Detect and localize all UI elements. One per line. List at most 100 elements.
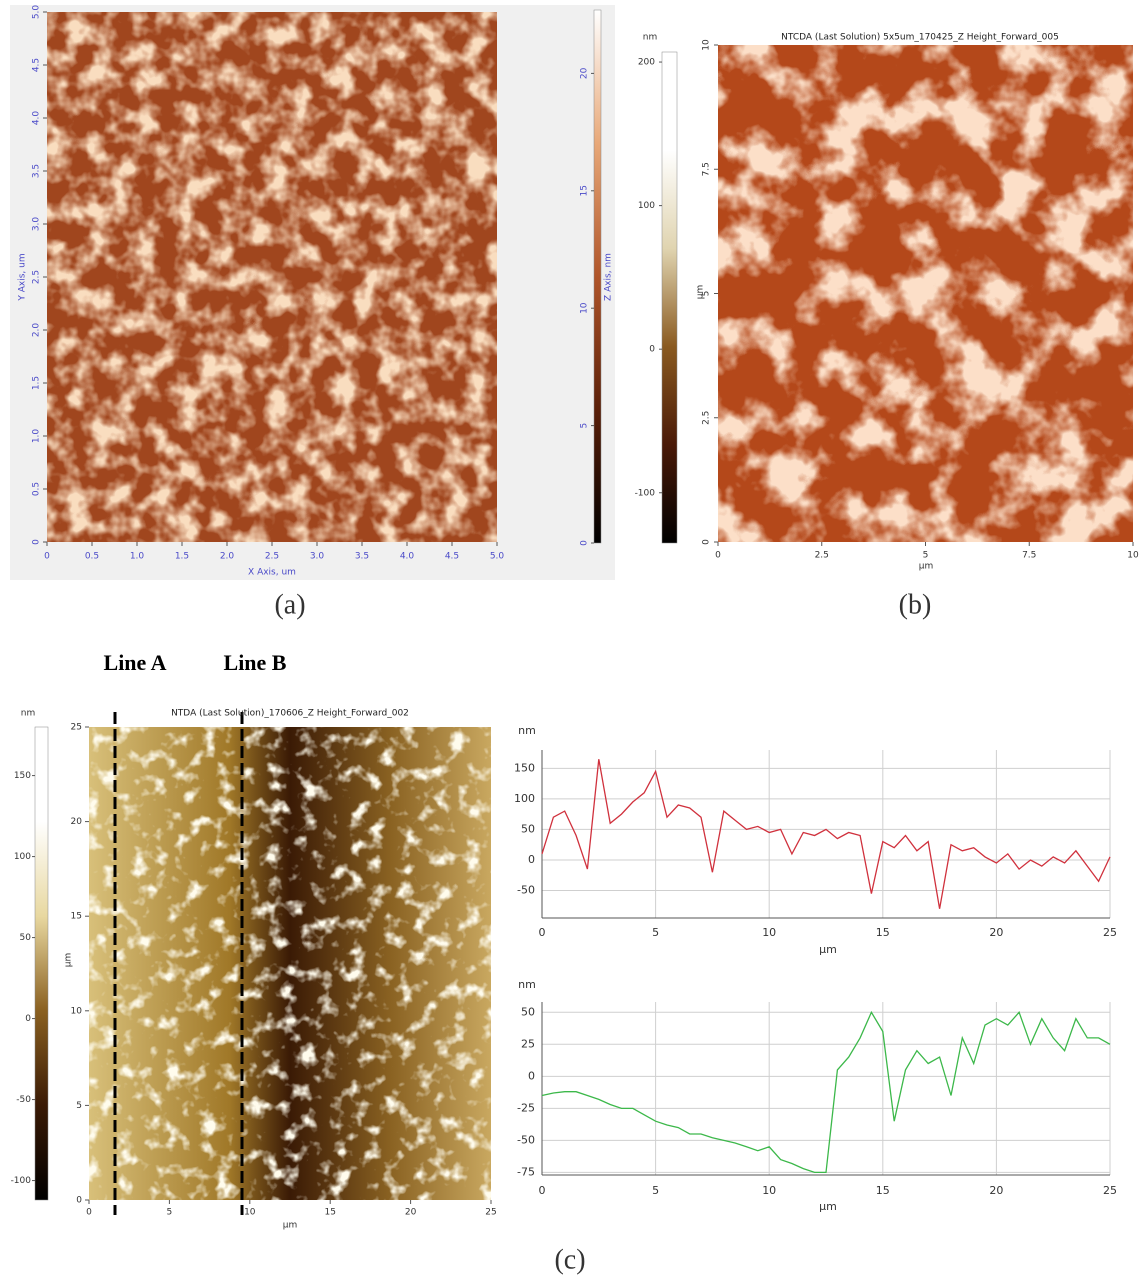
x-tick-label: 0 [715, 551, 721, 561]
x-tick-label: 5 [923, 551, 929, 561]
y-tick-label: -50 [517, 884, 535, 897]
y-tick-label: 3.0 [32, 217, 42, 232]
y-axis-label: µm [696, 285, 706, 300]
y-tick-label: 1.5 [32, 376, 42, 390]
colorbar-tick-label: -50 [16, 1095, 31, 1105]
y-tick-label: 0 [32, 539, 42, 545]
y-axis-label: Y Axis, um [18, 253, 28, 301]
x-tick-label: 25 [485, 1208, 496, 1218]
x-tick-label: 0 [539, 926, 546, 939]
y-tick-label: 5.0 [32, 5, 42, 20]
x-axis-label: µm [919, 562, 934, 572]
x-axis-label: µm [283, 1221, 298, 1231]
y-tick-label: 0.5 [32, 482, 42, 496]
x-tick-label: 4.5 [445, 552, 459, 562]
x-axis-label: X Axis, um [248, 568, 296, 578]
colorbar-tick-label: 200 [638, 58, 655, 68]
panel-label: (b) [899, 589, 932, 620]
afm-texture-c [89, 727, 491, 1200]
y-tick-label: 1.0 [32, 429, 42, 444]
y-tick-label: 0 [76, 1196, 82, 1206]
y-tick-label: 4.0 [32, 111, 42, 126]
x-tick-label: 15 [876, 926, 890, 939]
colorbar-tick-label: 0 [580, 540, 590, 546]
y-tick-label: 3.5 [32, 164, 42, 178]
y-tick-label: 50 [521, 1005, 535, 1018]
line-label: Line A [104, 650, 167, 675]
x-tick-label: 2.0 [220, 552, 235, 562]
y-tick-label: 25 [521, 1037, 535, 1050]
colorbar-tick-label: 50 [20, 933, 32, 943]
x-tick-label: 25 [1103, 926, 1117, 939]
y-tick-label: 4.5 [32, 58, 42, 72]
y-tick-label: 50 [521, 822, 535, 835]
x-tick-label: 20 [405, 1208, 417, 1218]
colorbar-tick-label: -100 [11, 1176, 32, 1186]
x-axis-label: µm [819, 1200, 837, 1213]
x-tick-label: 3.5 [355, 552, 369, 562]
colorbar [593, 9, 602, 544]
y-axis-label: nm [518, 724, 536, 737]
x-tick-label: 0 [86, 1208, 92, 1218]
x-tick-label: 10 [762, 926, 776, 939]
y-tick-label: 0 [528, 853, 535, 866]
profile-line [541, 1010, 1111, 1174]
x-tick-label: 1.0 [130, 552, 145, 562]
panel-label: (a) [274, 589, 305, 620]
y-tick-label: 15 [71, 912, 82, 922]
x-tick-label: 25 [1103, 1184, 1117, 1197]
x-tick-label: 1.5 [175, 552, 189, 562]
colorbar-tick-label: 100 [14, 852, 31, 862]
colorbar-tick-label: 15 [580, 185, 590, 196]
colorbar-tick-label: 100 [638, 201, 655, 211]
colorbar-label: nm [643, 33, 657, 43]
afm-texture-a [47, 12, 497, 542]
x-tick-label: 0 [539, 1184, 546, 1197]
y-tick-label: 25 [71, 723, 82, 733]
colorbar-tick-label: 20 [580, 67, 590, 79]
x-axis-label: µm [819, 943, 837, 956]
y-tick-label: -25 [517, 1101, 535, 1114]
colorbar [34, 726, 49, 1201]
y-tick-label: 100 [514, 792, 535, 805]
x-tick-label: 10 [244, 1208, 256, 1218]
line-label: Line B [224, 650, 287, 675]
y-axis-label: µm [64, 953, 74, 968]
image-title: NTDA (Last Solution)_170606_Z Height_For… [171, 709, 409, 719]
x-tick-label: 5 [167, 1208, 173, 1218]
x-tick-label: 10 [762, 1184, 776, 1197]
y-tick-label: 2.0 [32, 323, 42, 338]
x-tick-label: 15 [324, 1208, 335, 1218]
y-tick-label: 20 [71, 817, 83, 827]
x-tick-label: 20 [989, 1184, 1003, 1197]
colorbar-tick-label: 0 [25, 1014, 31, 1024]
colorbar-tick-label: 5 [580, 423, 590, 429]
x-tick-label: 5 [652, 926, 659, 939]
x-tick-label: 3.0 [310, 552, 325, 562]
y-tick-label: 2.5 [702, 411, 712, 425]
x-tick-label: 5 [652, 1184, 659, 1197]
y-tick-label: 2.5 [32, 270, 42, 284]
x-tick-label: 20 [989, 926, 1003, 939]
x-tick-label: 5.0 [490, 552, 505, 562]
colorbar-tick-label: -100 [635, 488, 656, 498]
y-tick-label: 7.5 [702, 162, 712, 176]
panel-label: (c) [554, 1244, 585, 1275]
x-tick-label: 0.5 [85, 552, 99, 562]
y-tick-label: -50 [517, 1133, 535, 1146]
image-title: NTCDA (Last Solution) 5x5um_170425_Z Hei… [781, 33, 1059, 43]
y-tick-label: -75 [517, 1165, 535, 1178]
profile-line [541, 759, 1111, 909]
colorbar-tick-label: 150 [14, 771, 31, 781]
colorbar-tick-label: 0 [649, 345, 655, 355]
y-tick-label: 5 [76, 1101, 82, 1111]
colorbar [661, 51, 678, 544]
y-tick-label: 5 [702, 291, 712, 297]
y-tick-label: 10 [71, 1006, 83, 1016]
colorbar-tick-label: 10 [580, 302, 590, 314]
colorbar-label: nm [21, 709, 35, 719]
x-tick-label: 2.5 [265, 552, 279, 562]
afm-texture-b [718, 45, 1133, 542]
y-tick-label: 150 [514, 761, 535, 774]
